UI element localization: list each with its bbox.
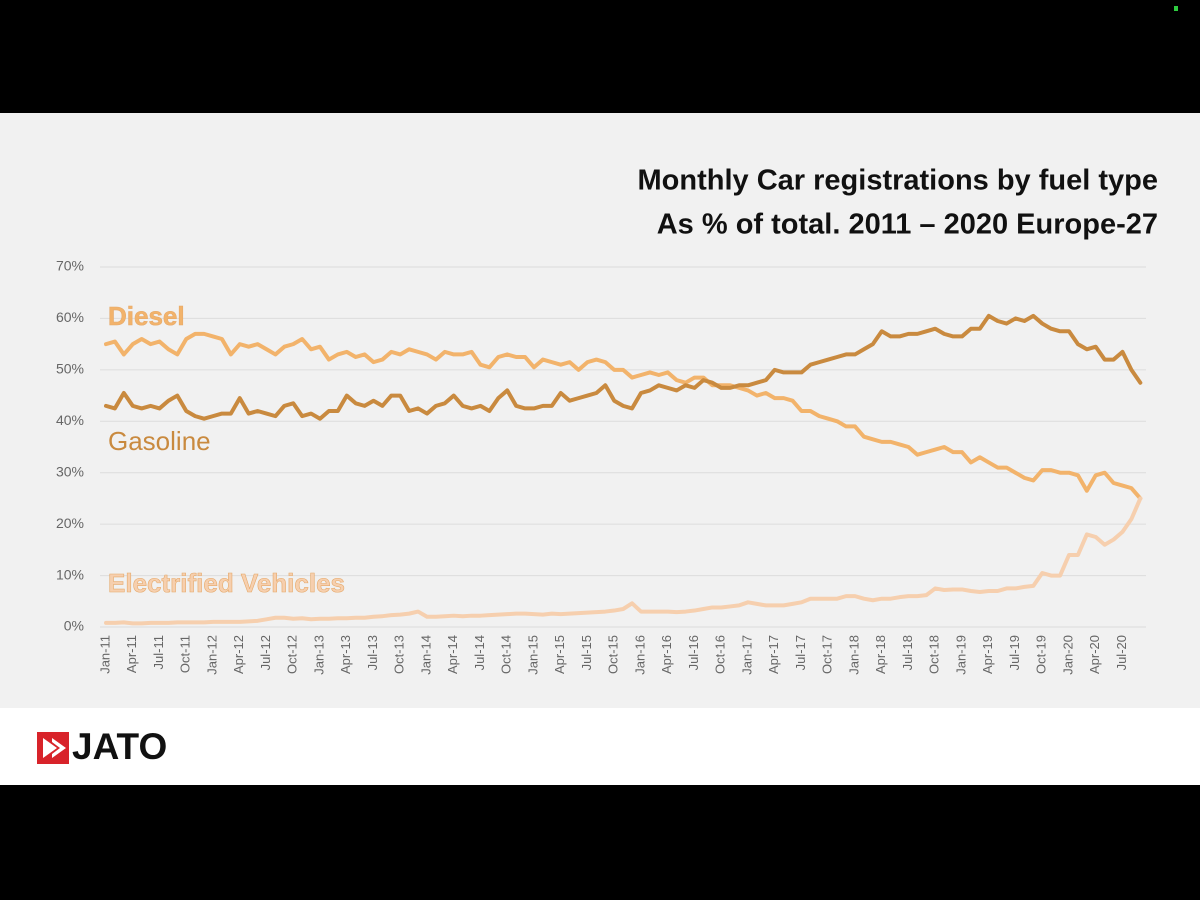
x-tick-label: Oct-16	[713, 635, 728, 674]
x-tick-label: Apr-11	[124, 635, 139, 673]
logo-arrow	[43, 738, 66, 758]
y-tick-label: 60%	[56, 309, 84, 325]
x-tick-label: Jan-11	[97, 635, 112, 674]
legend-label: Diesel	[108, 301, 185, 331]
x-tick-label: Oct-14	[499, 635, 514, 674]
x-tick-label: Oct-19	[1034, 635, 1049, 674]
x-tick-label: Oct-13	[392, 635, 407, 674]
x-tick-label: Apr-18	[873, 635, 888, 674]
x-tick-label: Oct-18	[927, 635, 942, 674]
x-tick-label: Oct-11	[178, 635, 193, 673]
x-tick-label: Jan-15	[525, 635, 540, 675]
x-tick-label: Apr-19	[980, 635, 995, 674]
legend-label: Electrified Vehicles	[108, 568, 345, 598]
x-tick-label: Jan-16	[632, 635, 647, 675]
y-tick-label: 30%	[56, 463, 84, 479]
logo-text: JATO	[72, 726, 167, 767]
x-tick-label: Jan-20	[1060, 635, 1075, 675]
y-tick-label: 10%	[56, 566, 84, 582]
x-tick-label: Jul-15	[579, 635, 594, 670]
x-tick-label: Jan-12	[204, 635, 219, 675]
x-tick-label: Jan-14	[418, 635, 433, 675]
logo: JATO	[37, 726, 167, 767]
chart-subtitle: As % of total. 2011 – 2020 Europe-27	[657, 209, 1158, 241]
x-tick-label: Jul-16	[686, 635, 701, 670]
x-tick-label: Jan-19	[953, 635, 968, 675]
x-tick-label: Jul-14	[472, 635, 487, 670]
x-tick-label: Apr-16	[659, 635, 674, 674]
x-tick-label: Jul-11	[151, 635, 166, 669]
footer	[0, 708, 1200, 785]
x-tick-label: Apr-13	[338, 635, 353, 674]
x-tick-label: Jul-20	[1114, 635, 1129, 670]
x-tick-label: Jul-19	[1007, 635, 1022, 670]
status-dot	[1174, 6, 1178, 11]
x-tick-label: Jul-13	[365, 635, 380, 670]
x-tick-label: Jul-12	[258, 635, 273, 670]
x-tick-label: Jul-17	[793, 635, 808, 670]
x-tick-label: Oct-15	[606, 635, 621, 674]
y-tick-label: 70%	[56, 258, 84, 274]
series-line	[104, 331, 1143, 501]
series-line	[104, 496, 1143, 626]
x-tick-label: Apr-14	[445, 635, 460, 674]
x-tick-label: Apr-15	[552, 635, 567, 674]
x-tick-label: Oct-17	[820, 635, 835, 674]
x-tick-label: Jan-18	[846, 635, 861, 675]
y-tick-label: 40%	[56, 412, 84, 428]
y-tick-label: 20%	[56, 515, 84, 531]
x-tick-label: Jan-17	[739, 635, 754, 675]
x-tick-label: Apr-17	[766, 635, 781, 674]
x-tick-label: Apr-12	[231, 635, 246, 674]
x-tick-label: Jul-18	[900, 635, 915, 670]
x-tick-label: Oct-12	[285, 635, 300, 674]
y-tick-label: 0%	[64, 618, 84, 634]
chart-title: Monthly Car registrations by fuel type	[638, 165, 1158, 197]
legend-label: Gasoline	[108, 426, 211, 456]
plot: 0% 10% 20% 30% 40% 50% 60% 70% Jan-11 Apr-11 Jul-1…	[56, 258, 1146, 675]
x-tick-label: Jan-13	[311, 635, 326, 675]
chart-panel	[0, 113, 1200, 708]
series-line	[104, 313, 1143, 421]
x-tick-label: Apr-20	[1087, 635, 1102, 674]
y-tick-label: 50%	[56, 361, 84, 377]
